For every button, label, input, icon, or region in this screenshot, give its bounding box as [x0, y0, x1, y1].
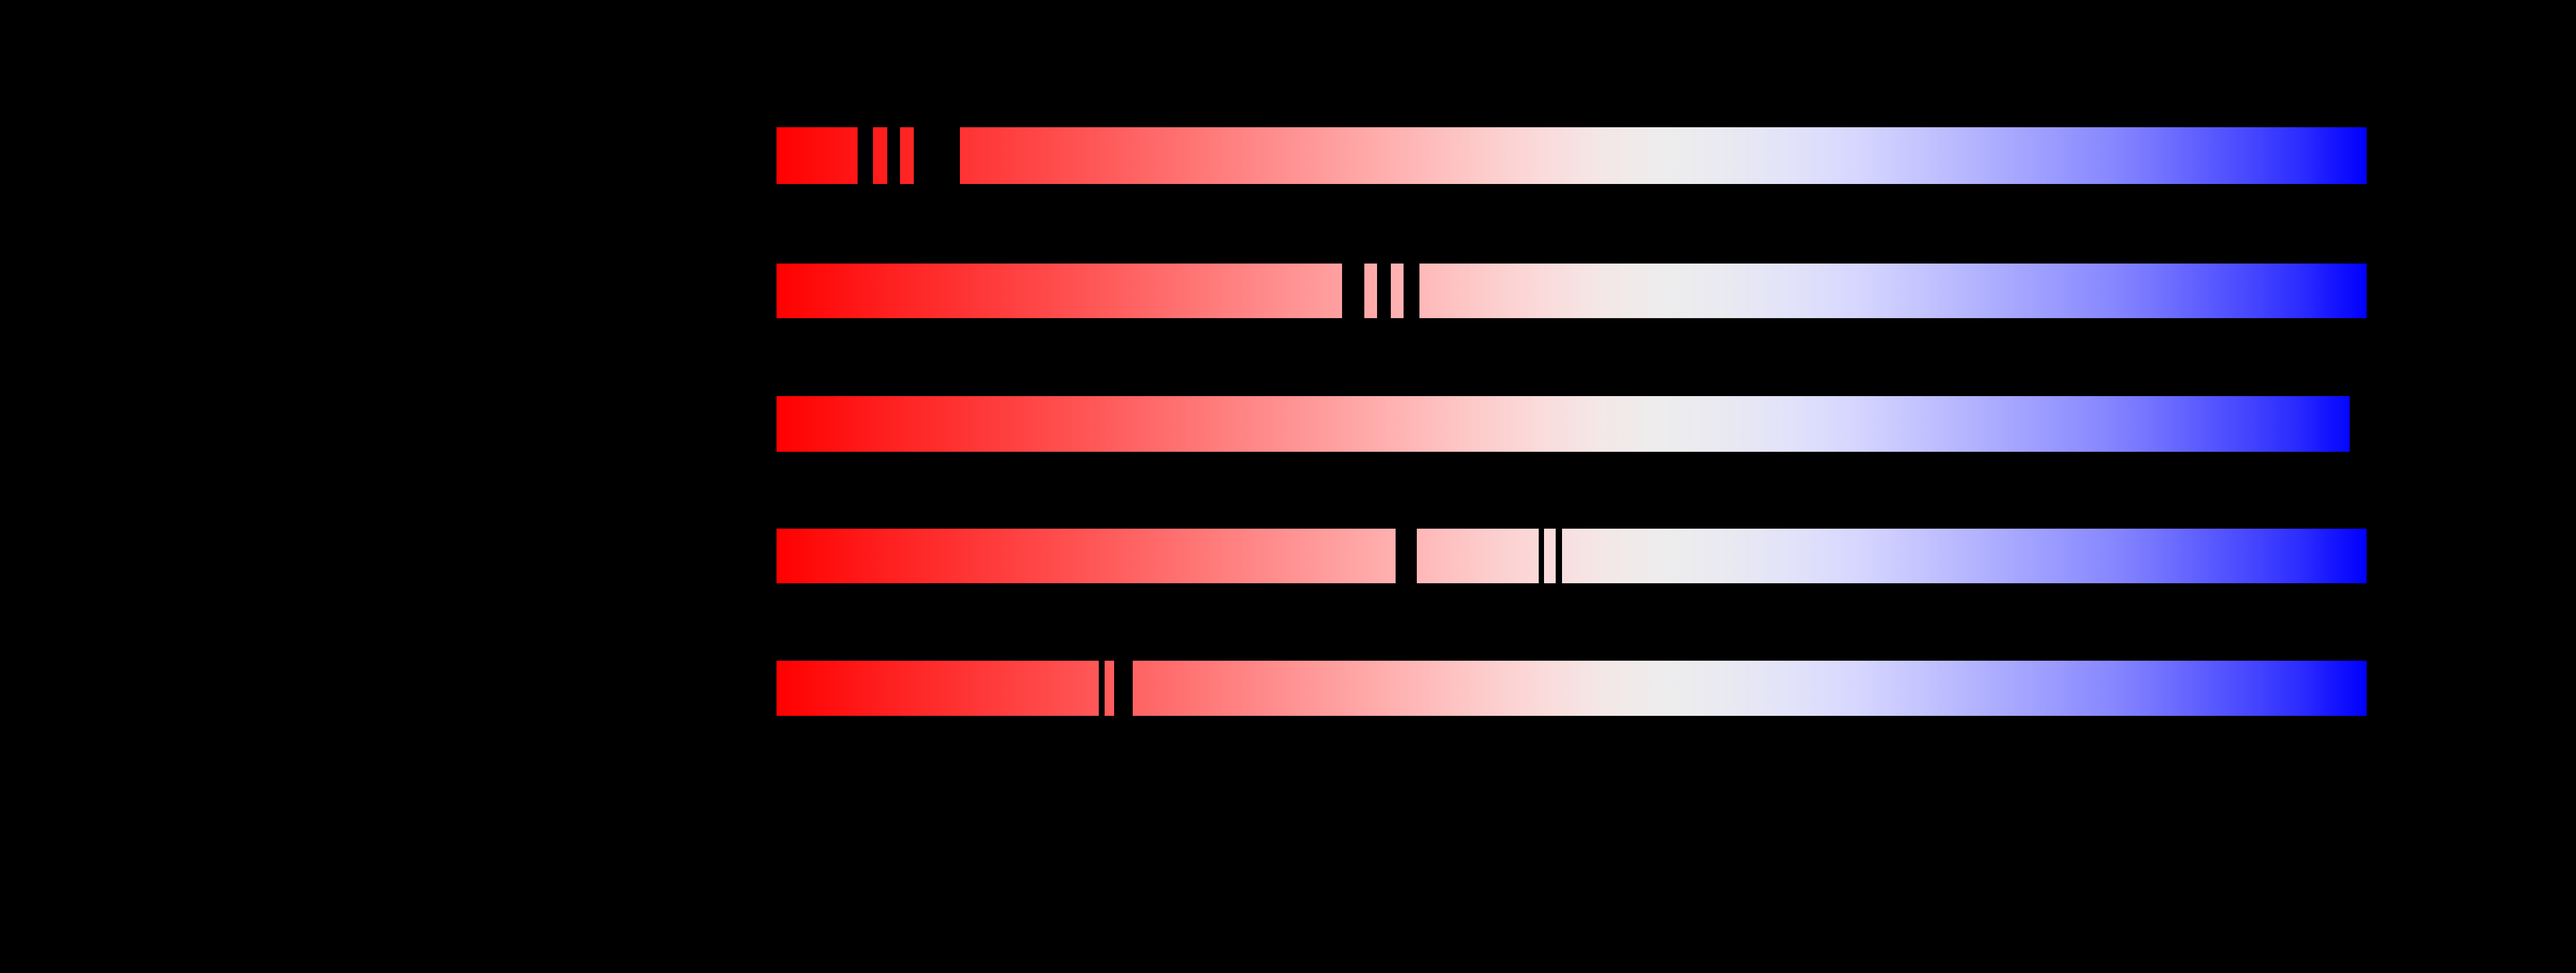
gradient-bar-row-3 [777, 396, 2358, 452]
gradient-segment [1562, 529, 2367, 583]
gradient-fill [777, 661, 1099, 716]
gradient-segment [900, 127, 914, 184]
gradient-bar-row-4 [777, 529, 2367, 583]
gradient-segment [777, 661, 1099, 716]
gradient-fill [873, 127, 888, 184]
gradient-segment [1417, 529, 1539, 583]
gradient-fill [1562, 529, 2367, 583]
gradient-bar-row-2 [777, 264, 2367, 318]
gradient-segment [777, 127, 858, 184]
gradient-segment [1133, 661, 2367, 716]
gradient-segment [1419, 264, 2367, 318]
gradient-bar-row-5 [777, 661, 2367, 716]
gradient-fill [777, 529, 1396, 583]
gradient-segment [777, 264, 1343, 318]
gradient-fill [1133, 661, 2367, 716]
gradient-fill [777, 127, 858, 184]
gradient-segment [1390, 264, 1404, 318]
gradient-fill [1417, 529, 1539, 583]
gradient-fill [1364, 264, 1378, 318]
gradient-fill [777, 396, 2350, 452]
gradient-bar-row-1 [777, 127, 2367, 184]
gradient-fill [1419, 264, 2367, 318]
gradient-fill [777, 264, 1343, 318]
gradient-fill [1104, 661, 1114, 716]
gradient-segment [1104, 661, 1114, 716]
gradient-segment [777, 396, 2350, 452]
gradient-fill [1390, 264, 1404, 318]
gradient-segment [959, 127, 2367, 184]
gradient-segment [1364, 264, 1378, 318]
gradient-segment [777, 529, 1396, 583]
gradient-fill [959, 127, 2367, 184]
gradient-segment [1544, 529, 1556, 583]
gradient-fill [900, 127, 914, 184]
gradient-segment [873, 127, 888, 184]
gradient-fill [1544, 529, 1556, 583]
